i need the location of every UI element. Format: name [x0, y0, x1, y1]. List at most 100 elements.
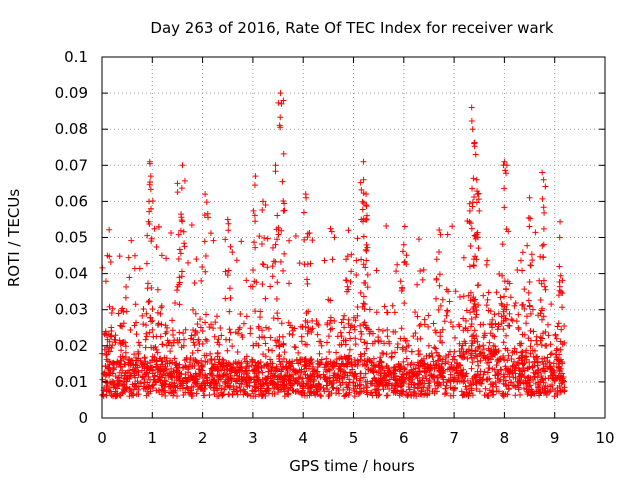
data-point [248, 362, 255, 369]
data-point [116, 377, 123, 384]
data-point [118, 340, 125, 347]
data-point [336, 341, 343, 348]
data-point [154, 321, 161, 328]
data-point [362, 264, 369, 271]
data-point [143, 260, 150, 267]
data-point [354, 303, 361, 310]
data-point [198, 362, 205, 369]
data-point [485, 355, 492, 362]
data-point [212, 363, 219, 370]
data-point [503, 170, 510, 177]
data-point [420, 266, 427, 273]
data-point [286, 237, 293, 244]
data-point [181, 243, 188, 250]
data-point [105, 348, 112, 355]
data-point [556, 263, 563, 270]
data-point [321, 257, 328, 264]
data-point [164, 360, 171, 367]
data-point [201, 392, 208, 399]
data-point [529, 347, 536, 354]
data-point [535, 366, 542, 373]
data-point [261, 334, 268, 341]
data-point [224, 216, 231, 223]
data-point [179, 378, 186, 385]
data-point [183, 379, 190, 386]
data-point [252, 173, 259, 180]
data-point [176, 274, 183, 281]
data-point [277, 124, 284, 131]
data-point [450, 353, 457, 360]
data-point [466, 390, 473, 397]
data-point [255, 323, 262, 330]
data-point [449, 223, 456, 230]
data-point [112, 332, 119, 339]
data-point [336, 355, 343, 362]
data-point [557, 356, 564, 363]
data-point [558, 370, 565, 377]
data-point [433, 349, 440, 356]
data-point [114, 358, 121, 365]
data-point [250, 267, 257, 274]
data-point [316, 338, 323, 345]
data-point [148, 344, 155, 351]
x-axis-ticks: 0 1 2 3 4 5 6 7 8 9 10 [97, 57, 615, 447]
data-point [412, 309, 419, 316]
data-point [225, 220, 232, 227]
data-point [171, 355, 178, 362]
data-point [456, 323, 463, 330]
data-point [119, 305, 126, 312]
data-point [104, 252, 111, 259]
data-point [547, 351, 554, 358]
data-point [523, 313, 530, 320]
data-point [226, 326, 233, 333]
data-point [172, 300, 179, 307]
data-point [325, 360, 332, 367]
data-point [499, 272, 506, 279]
data-point [361, 279, 368, 286]
data-point [540, 225, 547, 232]
data-point [489, 353, 496, 360]
data-point [301, 236, 308, 243]
data-point [220, 371, 227, 378]
data-point [472, 314, 479, 321]
data-point [160, 379, 167, 386]
data-point [132, 380, 139, 387]
data-point [147, 314, 154, 321]
data-point [414, 385, 421, 392]
data-point [359, 361, 366, 368]
data-point [269, 360, 276, 367]
data-point [527, 327, 534, 334]
data-point [481, 330, 488, 337]
data-point [342, 277, 349, 284]
data-point [185, 259, 192, 266]
data-point [227, 243, 234, 250]
data-point [287, 322, 294, 329]
data-point [514, 382, 521, 389]
data-point [480, 334, 487, 341]
data-point [218, 332, 225, 339]
data-point [174, 180, 181, 187]
data-point [135, 383, 142, 390]
data-point [133, 319, 140, 326]
data-point [363, 203, 370, 210]
data-point [304, 280, 311, 287]
data-point [480, 342, 487, 349]
data-point [300, 209, 307, 216]
data-point [233, 388, 240, 395]
data-point [401, 223, 408, 230]
y-tick-label: 0.07 [55, 156, 88, 174]
data-point [468, 321, 475, 328]
data-point [475, 245, 482, 252]
data-point [436, 226, 443, 233]
data-point [519, 249, 526, 256]
data-point [290, 387, 297, 394]
data-point [327, 225, 334, 232]
data-point [540, 277, 547, 284]
data-point [199, 340, 206, 347]
data-point [443, 382, 450, 389]
y-tick-label: 0.02 [55, 337, 88, 355]
data-point [515, 311, 522, 318]
data-point [155, 320, 162, 327]
data-point [445, 288, 452, 295]
data-point [259, 207, 266, 214]
